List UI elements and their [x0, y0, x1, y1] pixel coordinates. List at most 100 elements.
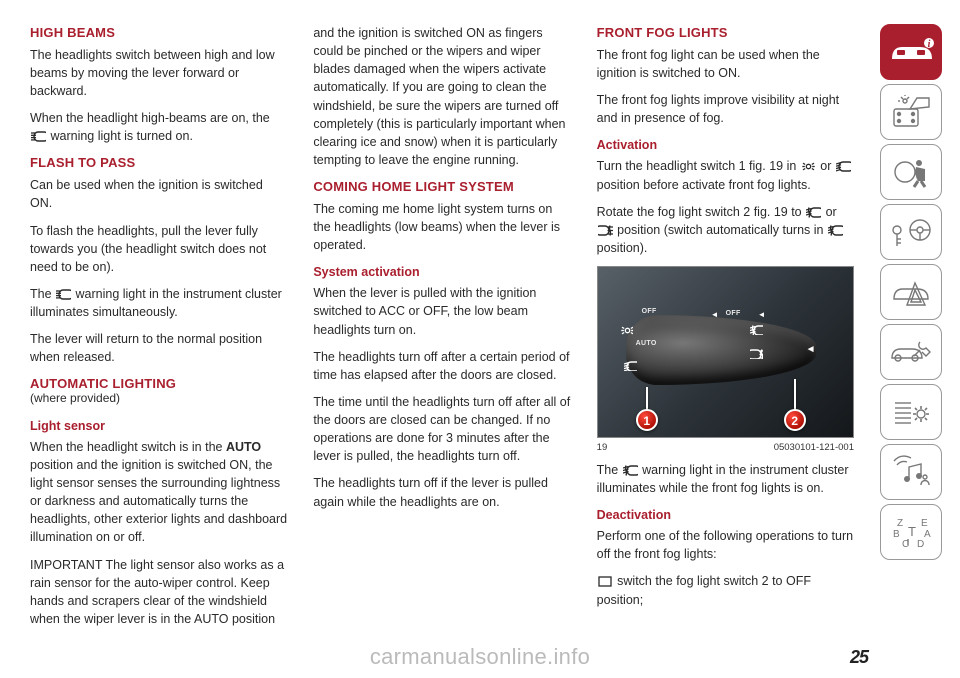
subheading-deactivation: Deactivation [597, 506, 854, 524]
airbag-icon [891, 155, 931, 189]
key-wheel-icon [890, 216, 932, 248]
column-1: HIGH BEAMS The headlights switch between… [30, 24, 287, 666]
body-text: and the ignition is switched ON as finge… [313, 24, 570, 169]
body-text: switch the fog light switch 2 to OFF pos… [597, 572, 854, 608]
light-stalk-graphic [626, 315, 816, 385]
service-icon [890, 336, 932, 368]
subheading-sys-activation: System activation [313, 263, 570, 281]
section-tabs-sidebar: i [880, 24, 942, 666]
box-icon [598, 576, 613, 587]
figure-caption: 19 05030101-121-001 [597, 441, 854, 455]
hazard-icon [891, 275, 931, 309]
body-text: The lever will return to the normal posi… [30, 330, 287, 366]
text-frag: position). [597, 241, 648, 255]
body-text: The warning light in the instrument clus… [597, 461, 854, 497]
tab-maintenance[interactable] [880, 324, 942, 380]
heading-flash-to-pass: FLASH TO PASS [30, 154, 287, 173]
arrow-icon: ◄ [711, 309, 719, 321]
tab-techdata[interactable] [880, 384, 942, 440]
front-fog-icon [806, 207, 821, 218]
svg-text:T: T [908, 524, 916, 539]
arrow-icon: ◄ [806, 343, 816, 358]
subheading-light-sensor: Light sensor [30, 417, 287, 435]
text-frag: When the headlight switch is in the [30, 440, 226, 454]
subheading-activation: Activation [597, 136, 854, 154]
body-text: The front fog light can be used when the… [597, 46, 854, 82]
info-icon: i [888, 37, 934, 67]
page-number: 25 [850, 647, 868, 668]
text-frag: When the headlight high-beams are on, th… [30, 111, 270, 125]
text-frag: Rotate the fog light switch 2 fig. 19 to [597, 205, 805, 219]
index-icon: ZE BA CD T [891, 515, 931, 549]
low-beam-icon [624, 361, 637, 371]
text-bold: AUTO [226, 440, 261, 454]
body-text: To flash the headlights, pull the lever … [30, 222, 287, 276]
stalk-label-auto: AUTO [636, 339, 657, 349]
tab-safety[interactable] [880, 144, 942, 200]
low-beam-icon [836, 161, 851, 172]
heading-coming-home: COMING HOME LIGHT SYSTEM [313, 178, 570, 197]
svg-text:Z: Z [897, 518, 903, 529]
svg-text:E: E [921, 518, 928, 529]
stalk-label-off2: OFF [726, 309, 741, 319]
figure-image: OFF AUTO OFF ◄ ◄ ◄ 1 2 [597, 266, 854, 438]
high-beam-icon [31, 131, 46, 142]
front-fog-icon [623, 465, 638, 476]
text-frag: Turn the headlight switch 1 fig. 19 in [597, 159, 800, 173]
media-icon [891, 455, 931, 489]
tab-display[interactable] [880, 84, 942, 140]
display-icon [891, 95, 931, 129]
text-frag: or [820, 159, 835, 173]
body-text: The time until the headlights turn off a… [313, 393, 570, 466]
text-frag: The [597, 463, 622, 477]
front-fog-icon [750, 325, 763, 335]
tab-starting[interactable] [880, 204, 942, 260]
tab-info[interactable]: i [880, 24, 942, 80]
parking-light-icon [620, 325, 633, 335]
rear-fog-icon [598, 225, 613, 236]
body-text: IMPORTANT The light sensor also works as… [30, 556, 287, 629]
front-fog-icon [828, 225, 843, 236]
body-text: The headlights turn off if the lever is … [313, 474, 570, 510]
text-frag: warning light is turned on. [50, 129, 192, 143]
high-beam-icon [56, 289, 71, 300]
tab-emergency[interactable] [880, 264, 942, 320]
tab-index[interactable]: ZE BA CD T [880, 504, 942, 560]
figure-code: 05030101-121-001 [774, 441, 854, 455]
body-text: When the headlight switch is in the AUTO… [30, 438, 287, 547]
tab-multimedia[interactable] [880, 444, 942, 500]
body-text: The coming me home light system turns on… [313, 200, 570, 254]
body-text: Rotate the fog light switch 2 fig. 19 to… [597, 203, 854, 257]
heading-front-fog: FRONT FOG LIGHTS [597, 24, 854, 43]
parking-light-icon [801, 161, 816, 172]
text-frag: switch the fog light switch 2 to OFF pos… [597, 574, 811, 606]
figure-19: OFF AUTO OFF ◄ ◄ ◄ 1 2 19 05030101-121-0… [597, 266, 854, 455]
svg-text:D: D [917, 539, 924, 549]
body-text: The headlights switch between high and l… [30, 46, 287, 100]
body-text: When the lever is pulled with the igniti… [313, 284, 570, 338]
column-3: FRONT FOG LIGHTS The front fog light can… [597, 24, 854, 666]
text-frag: The [30, 287, 55, 301]
text-frag: or [826, 205, 837, 219]
body-text: Turn the headlight switch 1 fig. 19 in o… [597, 157, 854, 193]
svg-text:A: A [924, 529, 931, 540]
text-frag: position and the ignition is switched ON… [30, 458, 287, 545]
figure-marker-1: 1 [636, 409, 658, 431]
body-text: When the headlight high-beams are on, th… [30, 109, 287, 145]
body-text: Can be used when the ignition is switche… [30, 176, 287, 212]
body-text: The warning light in the instrument clus… [30, 285, 287, 321]
figure-marker-2: 2 [784, 409, 806, 431]
arrow-icon: ◄ [758, 309, 766, 321]
body-text: Perform one of the following operations … [597, 527, 854, 563]
stalk-label-off: OFF [642, 307, 657, 317]
rear-fog-icon [750, 349, 763, 359]
text-frag: position (switch automatically turns in [617, 223, 827, 237]
manual-page: HIGH BEAMS The headlights switch between… [0, 0, 960, 678]
figure-number: 19 [597, 441, 608, 455]
heading-high-beams: HIGH BEAMS [30, 24, 287, 43]
column-2: and the ignition is switched ON as finge… [313, 24, 570, 666]
body-text: The front fog lights improve visibility … [597, 91, 854, 127]
body-text: The headlights turn off after a certain … [313, 348, 570, 384]
text-frag: position before activate front fog light… [597, 178, 811, 192]
svg-text:B: B [893, 529, 900, 540]
